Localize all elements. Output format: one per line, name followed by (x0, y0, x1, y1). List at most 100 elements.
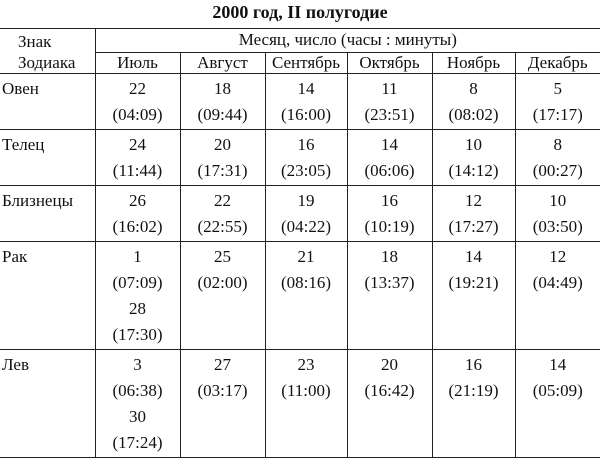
group-header: Месяц, число (часы : минуты) (95, 29, 600, 53)
value-cell: 18(09:44) (180, 74, 265, 130)
day: 10 (433, 133, 515, 159)
time: (11:44) (96, 159, 180, 185)
time: (21:19) (433, 379, 515, 405)
value-cell: 20(16:42) (347, 350, 432, 458)
value-cell: 14(16:00) (265, 74, 347, 130)
value-cell: 1(07:09)28(17:30) (95, 242, 180, 350)
month-header: Сентябрь (265, 52, 347, 73)
time: (14:12) (433, 159, 515, 185)
value-cell: 21(08:16) (265, 242, 347, 350)
time: (04:49) (516, 271, 600, 297)
month-header: Июль (95, 52, 180, 73)
month-header: Ноябрь (432, 52, 515, 73)
day: 30 (96, 405, 180, 431)
month-header: Август (180, 52, 265, 73)
time: (04:09) (96, 103, 180, 129)
value-cell: 22(04:09) (95, 74, 180, 130)
time: (17:17) (516, 103, 600, 129)
time: (06:38) (96, 379, 180, 405)
day: 14 (348, 133, 432, 159)
value-cell: 22(22:55) (180, 186, 265, 242)
time: (08:02) (433, 103, 515, 129)
day: 11 (348, 77, 432, 103)
day: 3 (96, 353, 180, 379)
time: (10:19) (348, 215, 432, 241)
day: 14 (433, 245, 515, 271)
time: (17:27) (433, 215, 515, 241)
day: 20 (348, 353, 432, 379)
value-cell: 18(13:37) (347, 242, 432, 350)
day: 23 (266, 353, 347, 379)
value-cell: 10(14:12) (432, 130, 515, 186)
value-cell: 12(04:49) (515, 242, 600, 350)
value-cell: 27(03:17) (180, 350, 265, 458)
month-header: Декабрь (515, 52, 600, 73)
month-header: Октябрь (347, 52, 432, 73)
day: 10 (516, 189, 600, 215)
value-cell: 12(17:27) (432, 186, 515, 242)
day: 22 (181, 189, 265, 215)
day: 21 (266, 245, 347, 271)
value-cell: 24(11:44) (95, 130, 180, 186)
sign-cell: Близнецы (0, 186, 95, 242)
value-cell: 14(19:21) (432, 242, 515, 350)
value-cell: 16(10:19) (347, 186, 432, 242)
time: (16:02) (96, 215, 180, 241)
day: 19 (266, 189, 347, 215)
day: 16 (433, 353, 515, 379)
value-cell: 14(06:06) (347, 130, 432, 186)
sign-cell: Лев (0, 350, 95, 458)
corner-header: Знак Зодиака (0, 29, 95, 74)
day: 18 (181, 77, 265, 103)
time: (23:05) (266, 159, 347, 185)
value-cell: 26(16:02) (95, 186, 180, 242)
day: 24 (96, 133, 180, 159)
day: 14 (266, 77, 347, 103)
day: 14 (516, 353, 600, 379)
time: (00:27) (516, 159, 600, 185)
day: 16 (266, 133, 347, 159)
day: 12 (433, 189, 515, 215)
value-cell: 20(17:31) (180, 130, 265, 186)
time: (17:31) (181, 159, 265, 185)
sign-cell: Телец (0, 130, 95, 186)
time: (06:06) (348, 159, 432, 185)
time: (03:17) (181, 379, 265, 405)
time: (03:50) (516, 215, 600, 241)
value-cell: 16(21:19) (432, 350, 515, 458)
time: (13:37) (348, 271, 432, 297)
day: 27 (181, 353, 265, 379)
value-cell: 8(00:27) (515, 130, 600, 186)
time: (17:30) (96, 323, 180, 349)
time: (09:44) (181, 103, 265, 129)
time: (16:00) (266, 103, 347, 129)
day: 28 (96, 297, 180, 323)
value-cell: 23(11:00) (265, 350, 347, 458)
day: 26 (96, 189, 180, 215)
value-cell: 8(08:02) (432, 74, 515, 130)
day: 20 (181, 133, 265, 159)
day: 18 (348, 245, 432, 271)
sign-cell: Овен (0, 74, 95, 130)
time: (17:24) (96, 431, 180, 457)
day: 1 (96, 245, 180, 271)
value-cell: 10(03:50) (515, 186, 600, 242)
value-cell: 25(02:00) (180, 242, 265, 350)
value-cell: 3(06:38)30(17:24) (95, 350, 180, 458)
day: 25 (181, 245, 265, 271)
time: (11:00) (266, 379, 347, 405)
time: (07:09) (96, 271, 180, 297)
sign-cell: Рак (0, 242, 95, 350)
day: 12 (516, 245, 600, 271)
time: (22:55) (181, 215, 265, 241)
day: 16 (348, 189, 432, 215)
time: (02:00) (181, 271, 265, 297)
time: (23:51) (348, 103, 432, 129)
